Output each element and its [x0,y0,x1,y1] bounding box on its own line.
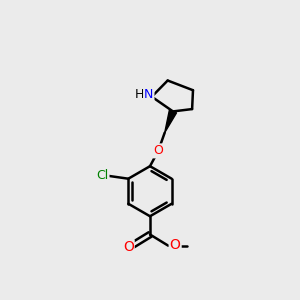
Text: O: O [153,144,163,158]
Text: O: O [170,238,181,252]
Polygon shape [165,110,176,133]
Text: N: N [144,88,154,101]
Text: H: H [135,88,144,101]
Text: O: O [123,240,134,254]
Text: Cl: Cl [96,169,109,182]
